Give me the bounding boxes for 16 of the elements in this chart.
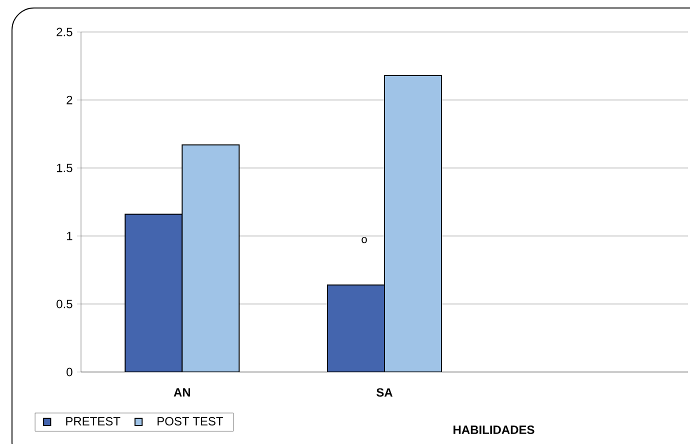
bar (327, 284, 386, 372)
x-tick-label: AN (174, 388, 190, 396)
bar (124, 214, 183, 372)
y-tick-label: 1.5 (57, 164, 72, 172)
y-tick-label: 1 (67, 232, 72, 240)
y-tick-label: 2 (66, 96, 72, 104)
bar (182, 144, 240, 372)
annotation: o (362, 237, 367, 244)
y-tick-label: 0 (66, 368, 72, 376)
x-tick-label: SA (376, 388, 393, 397)
y-tick-label: 0.5 (56, 300, 72, 308)
bar (384, 75, 442, 372)
y-tick-label: 2.5 (56, 28, 72, 36)
x-axis-title: HABILIDADES (454, 426, 534, 434)
legend-label: POST TEST (158, 417, 224, 426)
legend-label: PRETEST (66, 417, 120, 426)
